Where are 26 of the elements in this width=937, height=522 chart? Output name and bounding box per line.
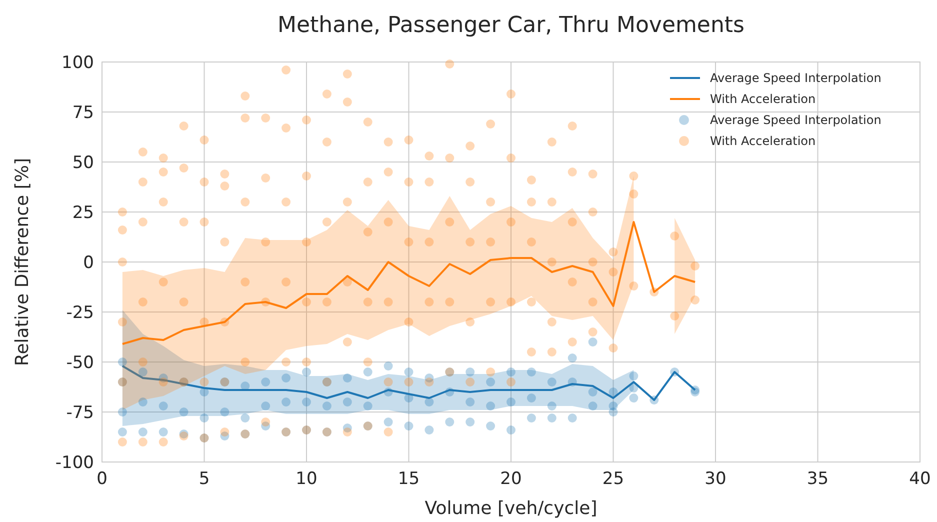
- x-tick-label: 5: [198, 469, 210, 489]
- y-tick-label: -75: [66, 403, 94, 423]
- y-tick-label: 75: [72, 103, 94, 123]
- legend-label: With Acceleration: [710, 134, 816, 148]
- x-tick-label: 35: [806, 469, 829, 489]
- y-tick-label: 100: [62, 53, 94, 73]
- y-axis-title: Relative Difference [%]: [12, 158, 33, 366]
- legend-label: Average Speed Interpolation: [710, 113, 882, 127]
- x-tick-label: 20: [500, 469, 522, 489]
- y-tick-label: -100: [55, 453, 94, 473]
- y-tick-label: -25: [66, 303, 94, 323]
- x-tick-label: 25: [602, 469, 624, 489]
- y-tick-label: -50: [66, 353, 94, 373]
- y-tick-label: 25: [72, 203, 94, 223]
- y-tick-label: 0: [83, 253, 94, 273]
- legend-label: Average Speed Interpolation: [710, 71, 882, 85]
- legend-label: With Acceleration: [710, 92, 816, 106]
- x-tick-label: 40: [909, 469, 931, 489]
- x-tick-label: 15: [398, 469, 420, 489]
- line-series: [121, 221, 696, 345]
- x-tick-label: 10: [296, 469, 318, 489]
- chart-title: Methane, Passenger Car, Thru Movements: [278, 13, 744, 38]
- x-tick-label: 30: [704, 469, 726, 489]
- x-tick-label: 0: [96, 469, 108, 489]
- y-tick-label: 50: [72, 153, 94, 173]
- x-axis-title: Volume [veh/cycle]: [424, 498, 598, 519]
